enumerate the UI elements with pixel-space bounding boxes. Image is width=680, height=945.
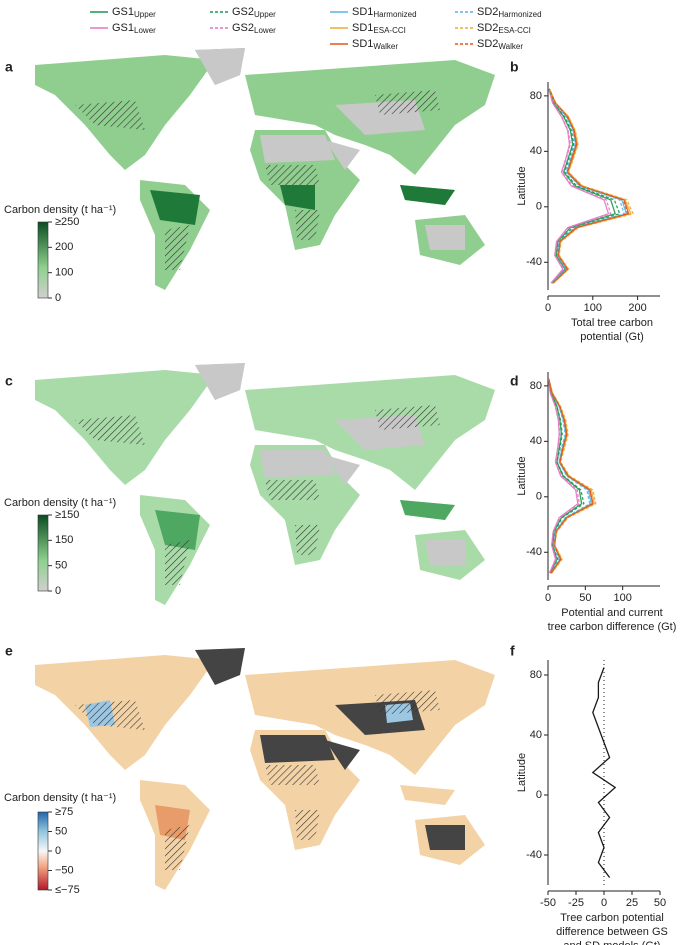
series-line xyxy=(548,88,612,284)
series-line xyxy=(548,88,628,284)
x-tick-label: 0 xyxy=(545,592,551,604)
colorbar-title: Carbon density (t ha⁻¹) xyxy=(4,204,116,216)
x-axis-label: potential (Gt) xyxy=(580,331,644,343)
legend-label: SD1ESA-CCI xyxy=(352,22,406,35)
panel-letter: b xyxy=(510,59,519,75)
series-line xyxy=(548,88,629,284)
y-tick-label: -40 xyxy=(526,546,542,558)
colorbar-title: Carbon density (t ha⁻¹) xyxy=(4,792,116,804)
legend-label: GS1Upper xyxy=(112,6,156,19)
x-axis-label: Potential and current xyxy=(561,607,663,619)
colorbar-label: ≥75 xyxy=(55,806,73,818)
x-axis-label: tree carbon difference (Gt) xyxy=(548,621,677,633)
panel-letter: f xyxy=(510,643,515,659)
y-tick-label: 40 xyxy=(530,145,542,157)
series-line xyxy=(548,88,635,284)
series-line xyxy=(548,88,610,284)
x-tick-label: 25 xyxy=(626,897,638,909)
x-axis-label: Tree carbon potential xyxy=(560,912,664,924)
x-tick-label: 100 xyxy=(584,302,602,314)
legend-label: SD2Harmonized xyxy=(477,6,542,19)
legend-label: SD1Walker xyxy=(352,38,398,51)
map-c xyxy=(35,363,495,605)
colorbar-label: 0 xyxy=(55,845,61,857)
legend-label: GS2Upper xyxy=(232,6,276,19)
x-tick-label: 100 xyxy=(613,592,631,604)
y-tick-label: 80 xyxy=(530,90,542,102)
x-tick-label: -25 xyxy=(568,897,584,909)
panel-letter: d xyxy=(510,373,519,389)
colorbar-label: 50 xyxy=(55,825,67,837)
x-tick-label: 0 xyxy=(545,302,551,314)
series-line xyxy=(548,378,597,574)
x-axis-label: Total tree carbon xyxy=(571,317,653,329)
y-tick-label: 0 xyxy=(536,201,542,213)
x-tick-label: 200 xyxy=(628,302,646,314)
y-axis-label: Latitude xyxy=(516,753,528,792)
x-tick-label: -50 xyxy=(540,897,556,909)
panel-letter: e xyxy=(5,643,13,659)
y-tick-label: 40 xyxy=(530,435,542,447)
map-e xyxy=(35,648,495,890)
x-axis-label: difference between GS xyxy=(556,926,668,938)
map-a xyxy=(35,48,495,290)
series-line xyxy=(548,378,579,574)
series-line xyxy=(548,88,621,284)
colorbar xyxy=(37,811,49,891)
panel-letter: c xyxy=(5,373,13,389)
y-axis-label: Latitude xyxy=(516,456,528,495)
y-tick-label: 40 xyxy=(530,729,542,741)
colorbar-label: 150 xyxy=(55,534,73,546)
x-tick-label: 50 xyxy=(579,592,591,604)
colorbar xyxy=(37,221,49,299)
series-line xyxy=(548,378,585,574)
panel-letter: a xyxy=(5,59,13,75)
legend-label: GS2Lower xyxy=(232,22,276,35)
x-tick-label: 0 xyxy=(601,897,607,909)
series-line xyxy=(548,378,594,574)
colorbar-label: 0 xyxy=(55,585,61,597)
legend-label: SD2ESA-CCI xyxy=(477,22,531,35)
colorbar-label: ≥150 xyxy=(55,509,79,521)
y-tick-label: -40 xyxy=(526,256,542,268)
series-line xyxy=(548,88,630,284)
y-tick-label: 0 xyxy=(536,789,542,801)
colorbar-label: 100 xyxy=(55,267,73,279)
x-axis-label: and SD models (Gt) xyxy=(563,940,660,945)
y-axis-label: Latitude xyxy=(516,166,528,205)
y-tick-label: -40 xyxy=(526,849,542,861)
colorbar-label: 200 xyxy=(55,241,73,253)
series-line xyxy=(548,88,625,284)
colorbar-title: Carbon density (t ha⁻¹) xyxy=(4,497,116,509)
colorbar-label: ≤−75 xyxy=(55,884,80,896)
legend-label: SD2Walker xyxy=(477,38,523,51)
colorbar-label: −50 xyxy=(55,864,74,876)
x-tick-label: 50 xyxy=(654,897,666,909)
series-line xyxy=(591,667,617,878)
y-tick-label: 80 xyxy=(530,669,542,681)
legend-label: SD1Harmonized xyxy=(352,6,417,19)
y-tick-label: 80 xyxy=(530,380,542,392)
colorbar-label: 0 xyxy=(55,292,61,304)
legend-label: GS1Lower xyxy=(112,22,156,35)
colorbar-label: 50 xyxy=(55,560,67,572)
colorbar xyxy=(37,514,49,592)
y-tick-label: 0 xyxy=(536,491,542,503)
colorbar-label: ≥250 xyxy=(55,216,79,228)
